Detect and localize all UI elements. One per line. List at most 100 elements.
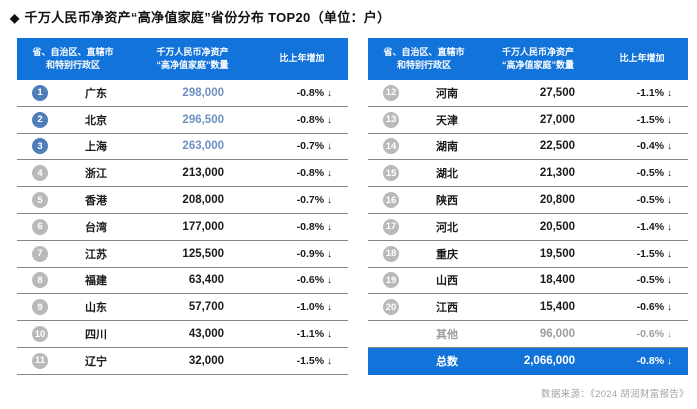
table-row: 5 香港 208,000 -0.7% ↓ [17, 187, 348, 214]
down-arrow-icon: ↓ [327, 275, 332, 287]
table-row: 12 河南 27,500 -1.1% ↓ [368, 80, 688, 107]
region-name: 天津 [436, 114, 458, 127]
header-change: 比上年增加 [256, 52, 348, 65]
down-arrow-icon: ↓ [327, 221, 332, 233]
yoy-change: -0.6% ↓ [636, 328, 672, 341]
yoy-change: -0.5% ↓ [636, 167, 672, 180]
yoy-change: -1.5% ↓ [636, 113, 672, 126]
household-count: 63,400 [188, 274, 224, 287]
region-name: 辽宁 [85, 355, 107, 368]
region-name: 江西 [436, 302, 458, 315]
down-arrow-icon: ↓ [327, 168, 332, 180]
table-body: 1 广东 298,000 -0.8% ↓ 2 北京 296,500 -0.8% ↓ 3 上海 263… [17, 80, 348, 375]
header-count-line1: 千万人民币净资产 [501, 46, 574, 57]
household-count: 27,000 [539, 113, 575, 126]
region-name: 其他 [436, 329, 458, 342]
table-row: 2 北京 296,500 -0.8% ↓ [17, 107, 348, 134]
header-count: 千万人民币净资产 “高净值家庭”数量 [480, 46, 596, 72]
rank-badge: 14 [383, 138, 399, 155]
household-count: 43,000 [188, 328, 224, 341]
table-row: 9 山东 57,700 -1.0% ↓ [17, 294, 348, 322]
rank-badge: 11 [32, 352, 48, 369]
region-name: 总数 [436, 356, 458, 369]
yoy-change: -0.6% ↓ [636, 301, 672, 314]
yoy-change: -1.1% ↓ [296, 328, 332, 341]
region-name: 台湾 [85, 221, 107, 234]
table-row: 8 福建 63,400 -0.6% ↓ [17, 268, 348, 295]
region-name: 河北 [436, 221, 458, 234]
table-row: 18 重庆 19,500 -1.5% ↓ [368, 241, 688, 268]
down-arrow-icon: ↓ [667, 195, 672, 207]
rank-cell: 17 [368, 218, 414, 235]
rank-badge: 1 [32, 84, 48, 101]
rank-cell: 10 [17, 326, 63, 343]
table-row: 10 四川 43,000 -1.1% ↓ [17, 321, 348, 348]
table-row: 19 山西 18,400 -0.5% ↓ [368, 268, 688, 295]
rank-cell: 5 [17, 192, 63, 209]
region-name: 河南 [436, 87, 458, 100]
region-name: 山西 [436, 275, 458, 288]
yoy-change: -1.1% ↓ [636, 86, 672, 99]
down-arrow-icon: ↓ [667, 87, 672, 99]
rank-badge: 12 [383, 84, 399, 101]
header-change-label: 比上年增加 [619, 53, 665, 64]
yoy-change: -0.8% ↓ [296, 167, 332, 180]
region-name: 福建 [85, 275, 107, 288]
rank-badge: 4 [32, 165, 48, 182]
rank-cell: 16 [368, 192, 414, 209]
page-title: ◆ 千万人民币净资产“高净值家庭”省份分布 TOP20（单位：户） [10, 7, 390, 26]
region-name: 北京 [85, 114, 107, 127]
yoy-change: -0.8% ↓ [296, 113, 332, 126]
household-count: 125,500 [182, 247, 224, 260]
rank-badge: 13 [383, 111, 399, 128]
region-name: 湖南 [436, 141, 458, 154]
yoy-change: -0.8% ↓ [296, 86, 332, 99]
region-name: 上海 [85, 141, 107, 154]
down-arrow-icon: ↓ [667, 275, 672, 287]
rank-badge: 18 [383, 245, 399, 262]
household-count: 15,400 [539, 301, 575, 314]
yoy-change: -0.6% ↓ [296, 274, 332, 287]
table-row: 20 江西 15,400 -0.6% ↓ [368, 294, 688, 322]
yoy-change: -0.7% ↓ [296, 140, 332, 153]
rank-cell: 9 [17, 299, 63, 316]
down-arrow-icon: ↓ [327, 302, 332, 314]
down-arrow-icon: ↓ [667, 302, 672, 314]
rank-cell: 14 [368, 138, 414, 155]
table-row: 13 天津 27,000 -1.5% ↓ [368, 107, 688, 134]
table-row: 15 湖北 21,300 -0.5% ↓ [368, 160, 688, 188]
table-row: 11 辽宁 32,000 -1.5% ↓ [17, 348, 348, 375]
header-count-line2: “高净值家庭”数量 [501, 60, 574, 70]
household-count: 213,000 [182, 167, 224, 180]
down-arrow-icon: ↓ [667, 329, 672, 341]
household-count: 18,400 [539, 274, 575, 287]
household-count: 298,000 [182, 86, 224, 99]
yoy-change: -0.5% ↓ [636, 194, 672, 207]
household-count: 208,000 [182, 194, 224, 207]
rank-cell: 3 [17, 138, 63, 155]
region-name: 广东 [85, 87, 107, 100]
rank-cell: 6 [17, 218, 63, 235]
region-name: 香港 [85, 195, 107, 208]
down-arrow-icon: ↓ [667, 356, 672, 368]
household-count: 27,500 [539, 86, 575, 99]
down-arrow-icon: ↓ [327, 114, 332, 126]
rank-badge: 19 [383, 272, 399, 289]
ranking-table-left: 省、自治区、直辖市 和特别行政区 千万人民币净资产 “高净值家庭”数量 比上年增… [17, 38, 348, 375]
header-region-line2: 和特别行政区 [396, 60, 451, 70]
household-count: 20,800 [539, 194, 575, 207]
down-arrow-icon: ↓ [327, 87, 332, 99]
household-count: 177,000 [182, 220, 224, 233]
table-row: 4 浙江 213,000 -0.8% ↓ [17, 160, 348, 188]
rank-cell: 19 [368, 272, 414, 289]
rank-badge: 6 [32, 218, 48, 235]
table-row: 14 湖南 22,500 -0.4% ↓ [368, 134, 688, 161]
header-count-line2: “高净值家庭”数量 [156, 60, 229, 70]
rank-badge: 10 [32, 326, 48, 343]
household-count: 2,066,000 [523, 355, 575, 368]
down-arrow-icon: ↓ [667, 248, 672, 260]
rank-cell: 4 [17, 165, 63, 182]
household-count: 57,700 [188, 301, 224, 314]
rank-badge: 2 [32, 111, 48, 128]
rank-cell: 7 [17, 245, 63, 262]
